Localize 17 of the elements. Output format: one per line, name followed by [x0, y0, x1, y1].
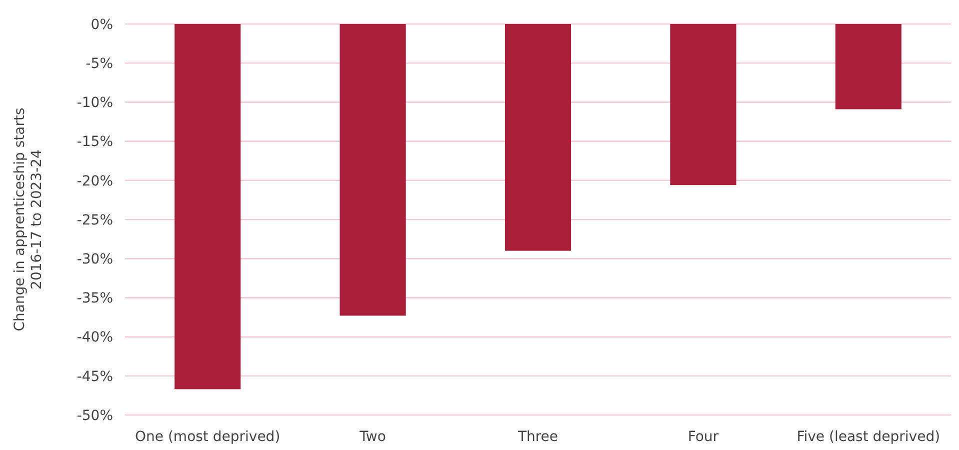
- x-tick-label: Two: [358, 429, 386, 445]
- y-tick-label: -5%: [86, 56, 113, 72]
- y-tick-label: 0%: [90, 16, 113, 33]
- x-tick-label: Three: [516, 429, 558, 445]
- y-tick-label: -15%: [76, 134, 113, 150]
- x-tick-label: Five (least deprived): [796, 429, 940, 445]
- y-tick-label: -45%: [76, 368, 113, 385]
- y-tick-label: -10%: [76, 95, 113, 112]
- x-tick-label: One (most deprived): [135, 429, 280, 445]
- y-tick-label: -25%: [76, 212, 113, 228]
- y-tick-label: -35%: [76, 290, 113, 307]
- y-axis-title: Change in apprenticeship starts 2016-17 to 2023-24: [12, 108, 45, 332]
- y-tick-label: -40%: [76, 330, 113, 346]
- y-tick-label: -30%: [76, 252, 113, 268]
- x-tick-label: Four: [688, 429, 719, 445]
- y-tick-label: -20%: [76, 173, 113, 190]
- y-tick-label: -50%: [76, 408, 113, 424]
